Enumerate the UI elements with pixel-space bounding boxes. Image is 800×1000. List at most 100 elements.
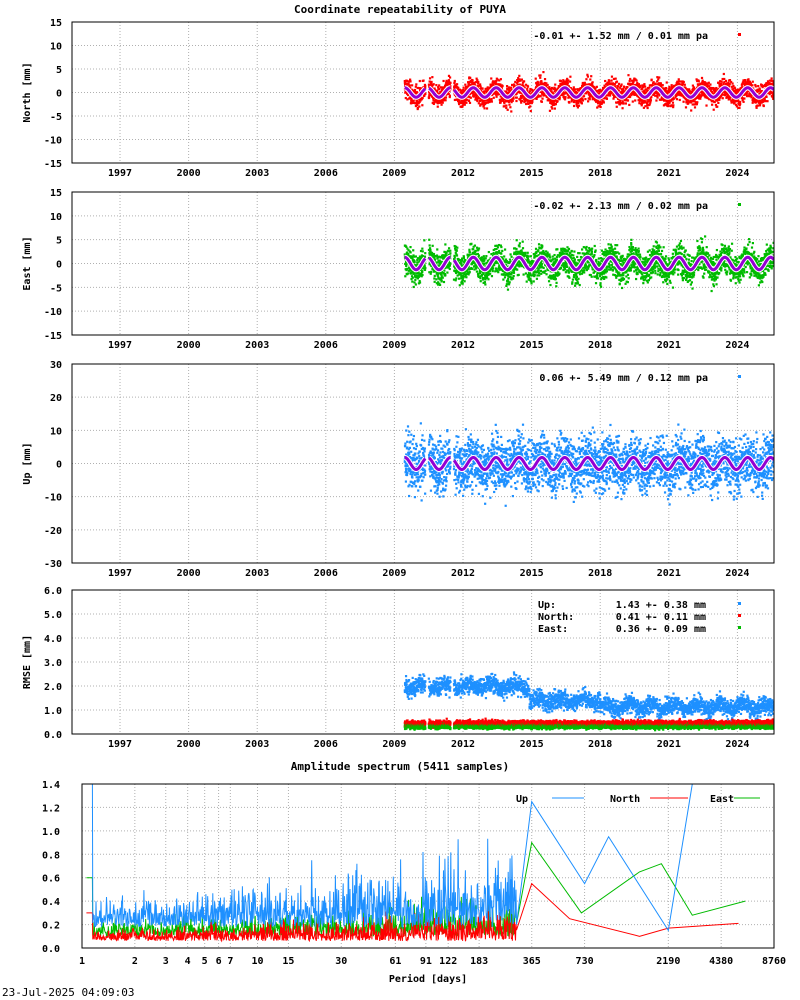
data-point	[515, 92, 518, 95]
data-point	[769, 82, 772, 86]
data-point	[529, 87, 532, 91]
data-point	[510, 271, 514, 274]
data-point	[751, 80, 754, 83]
data-point	[475, 93, 478, 96]
data-point	[532, 262, 535, 265]
data-point	[686, 99, 689, 103]
data-point	[486, 86, 489, 89]
data-point	[693, 103, 696, 106]
data-point	[467, 273, 470, 276]
data-point	[461, 282, 464, 285]
data-point	[535, 251, 538, 255]
data-point	[507, 91, 510, 95]
data-point	[503, 255, 506, 258]
data-point	[610, 79, 613, 82]
data-point	[526, 257, 530, 260]
data-point	[667, 104, 670, 108]
data-point	[467, 81, 470, 84]
data-point	[520, 249, 523, 252]
data-point	[508, 103, 511, 106]
data-point	[561, 81, 564, 84]
data-point	[404, 91, 407, 94]
data-point	[456, 246, 459, 249]
data-point	[440, 277, 443, 280]
data-point	[557, 84, 560, 88]
y-tick-label: -15	[44, 159, 62, 170]
data-point	[619, 86, 622, 89]
data-point	[480, 274, 483, 277]
data-point	[537, 269, 540, 272]
data-point	[697, 80, 700, 83]
data-point	[671, 96, 674, 99]
x-tick-label: 2000	[177, 340, 201, 351]
data-point	[548, 109, 552, 112]
data-point	[672, 106, 675, 109]
data-point	[472, 245, 475, 248]
data-point	[464, 99, 468, 102]
data-point	[423, 255, 427, 258]
data-point	[532, 260, 536, 263]
data-point	[561, 92, 564, 95]
data-point	[637, 95, 640, 99]
data-point	[460, 264, 463, 268]
data-point	[517, 83, 520, 86]
data-point	[666, 90, 670, 94]
data-point	[428, 247, 432, 250]
data-point	[463, 101, 466, 104]
data-point	[423, 94, 426, 97]
data-point	[417, 102, 420, 105]
data-point	[553, 107, 556, 110]
data-point	[477, 80, 480, 84]
data-point	[411, 280, 414, 283]
data-point	[661, 84, 664, 87]
data-point	[473, 81, 476, 85]
data-point	[602, 88, 605, 91]
data-point	[482, 104, 485, 108]
data-point	[724, 91, 727, 94]
data-point	[723, 81, 726, 84]
data-point	[517, 263, 521, 267]
data-point	[587, 93, 591, 96]
x-tick-label: 2009	[382, 168, 406, 179]
data-point	[738, 104, 741, 107]
data-point	[563, 98, 567, 101]
data-point	[485, 275, 489, 278]
data-point	[696, 83, 700, 86]
data-point	[650, 96, 653, 99]
data-point	[765, 95, 768, 98]
data-point	[531, 99, 534, 102]
data-point	[620, 88, 623, 91]
data-point	[535, 277, 539, 280]
data-point	[433, 101, 436, 104]
data-point	[439, 262, 442, 265]
data-point	[742, 79, 745, 82]
data-point	[654, 94, 657, 97]
data-point	[479, 85, 482, 88]
data-point	[746, 79, 749, 82]
data-point	[541, 92, 544, 95]
data-point	[421, 247, 424, 250]
data-point	[510, 83, 514, 87]
data-point	[661, 98, 664, 101]
data-point	[410, 97, 413, 100]
data-point	[546, 99, 549, 102]
data-point	[404, 96, 407, 100]
data-point	[523, 86, 526, 89]
data-point	[629, 92, 633, 95]
data-point	[505, 104, 508, 107]
data-point	[476, 265, 479, 268]
data-point	[509, 253, 512, 256]
data-point	[576, 106, 579, 109]
data-point	[443, 269, 446, 272]
y-axis-label: East [mm]	[22, 236, 33, 290]
data-point	[715, 90, 718, 93]
data-point	[482, 281, 485, 284]
data-point	[496, 78, 499, 81]
data-point	[596, 89, 599, 92]
data-point	[692, 100, 695, 103]
data-point	[741, 99, 744, 102]
data-point	[447, 92, 450, 96]
data-point	[487, 278, 490, 281]
data-point	[653, 90, 656, 93]
